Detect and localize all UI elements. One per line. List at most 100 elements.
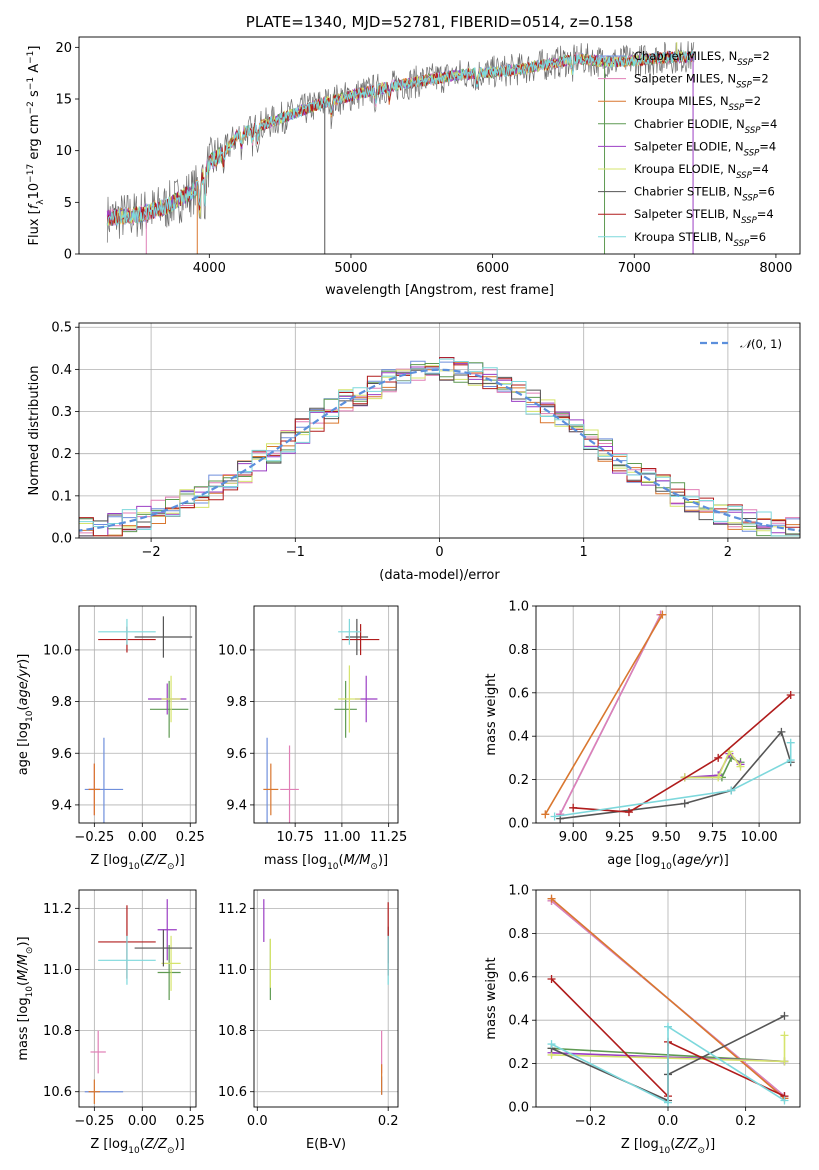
axes-frame: [78, 605, 197, 824]
x-tick-label: 8000: [759, 261, 792, 276]
y-tick-label: 20: [55, 41, 72, 56]
legend-text: Salpeter STELIB, N: [634, 207, 741, 221]
weight-marker-salpeter-stelib: [569, 803, 578, 812]
label-part: Z [log: [621, 1137, 659, 1152]
legend-subscript: SSP: [736, 81, 752, 91]
label-part: erg cm: [27, 114, 42, 163]
legend-label-kroupa-elodie: Kroupa ELODIE, NSSP=4: [634, 162, 769, 181]
y-tick-label: 0.6: [508, 686, 529, 701]
y-tick-label: 9.8: [51, 695, 72, 710]
legend-subscript: SSP: [742, 194, 758, 204]
x-axis-label: wavelength [Angstrom, rest frame]: [325, 283, 554, 298]
y-tick-label: 0.0: [508, 817, 529, 832]
y-tick-label: 1.0: [508, 884, 529, 899]
axes-frame: [253, 889, 399, 1108]
weight-line-kroupa-stelib: [554, 742, 792, 818]
label-part: )]: [16, 654, 31, 664]
label-part: (: [140, 853, 145, 868]
x-tick-label: 4000: [193, 261, 226, 276]
y-tick-label: 0.0: [508, 1101, 529, 1116]
plot-area: [106, 41, 695, 254]
legend-text: Kroupa ELODIE, N: [634, 162, 736, 176]
label-part: 10: [327, 862, 339, 872]
spectrum-line-chabrier-stelib: [106, 41, 695, 243]
label-part: (: [339, 853, 344, 868]
y-tick-label: 10: [55, 144, 72, 159]
legend-text: Kroupa STELIB, N: [634, 230, 734, 244]
weight-marker-kroupa-stelib: [727, 786, 736, 795]
y-tick-label: 0.4: [51, 363, 72, 378]
y-tick-label: 11.2: [43, 902, 72, 917]
x-tick-label: 9.50: [652, 830, 681, 845]
x-tick-label: 6000: [476, 261, 509, 276]
x-tick-label: 0.0: [658, 1114, 679, 1129]
weight-marker-kroupa-elodie: [780, 1057, 789, 1066]
y-tick-label: 0.2: [51, 447, 72, 462]
label-part: age/yr: [677, 853, 720, 868]
y-tick-label: 0: [64, 248, 72, 263]
legend-subscript: SSP: [744, 148, 760, 158]
x-tick-label: 5000: [334, 261, 367, 276]
weight-marker-salpeter-stelib: [786, 690, 795, 699]
label-part: f: [27, 202, 42, 209]
legend-nssp: =6: [758, 185, 775, 199]
label-part: 10: [660, 862, 672, 872]
legend-label-normal: 𝒩(0, 1): [740, 337, 782, 351]
y-tick-label: 0.0: [51, 532, 72, 547]
x-tick-label: 0.00: [128, 1114, 157, 1129]
weight-marker-kroupa-stelib: [786, 738, 795, 747]
legend-label-chabrier-miles: Chabrier MILES, NSSP=2: [634, 49, 770, 68]
y-tick-label: 0.6: [508, 970, 529, 985]
grid: [536, 605, 800, 824]
legend-nssp: =2: [753, 49, 770, 63]
label-part: −17: [26, 164, 36, 183]
axes-weight-age: 9.00 9.25 9.50 9.75 10.00 0.0 0.2 0.4 0.6 0.8 1.0 a…: [484, 600, 801, 872]
y-axis-label: age [log10(age/yr)]: [16, 654, 35, 776]
label-part: 10: [659, 1146, 671, 1156]
y-axis-label: mass weight: [484, 957, 499, 1039]
x-tick-label: 0.0: [247, 1114, 268, 1129]
legend-label-salpeter-elodie: Salpeter ELODIE, NSSP=4: [634, 139, 776, 158]
weight-line-kroupa-stelib: [551, 1025, 785, 1104]
y-tick-label: 15: [55, 93, 72, 108]
x-tick-label: 11.25: [370, 830, 407, 845]
y-tick-label: 10.8: [43, 1024, 72, 1039]
legend-subscript: SSP: [734, 239, 750, 249]
axes-frame: [535, 605, 801, 824]
label-part: ]: [27, 46, 42, 51]
label-part: Z/Z: [144, 1137, 168, 1152]
y-tick-label: 0.8: [508, 643, 529, 658]
label-part: (: [140, 1137, 145, 1152]
label-part: 10: [128, 862, 140, 872]
axes-frame: [78, 36, 801, 255]
label-part: ⊙: [25, 947, 35, 955]
y-tick-label: 9.6: [226, 747, 247, 762]
legend-label-salpeter-miles: Salpeter MILES, NSSP=2: [634, 72, 769, 91]
plot-area: [263, 618, 380, 823]
axes-age-z: −0.25 0.00 0.259.49.69.810.0Z [log10(Z/Z⊙)…: [16, 605, 205, 872]
label-part: )]: [175, 1137, 185, 1152]
axes-age-mass: 10.75 11.00 11.25 9.4 9.6 9.8 10.0 mass [log10(…: [218, 605, 407, 872]
y-tick-label: 9.4: [226, 798, 247, 813]
axes-frame: [253, 605, 399, 824]
label-part: ⊙: [370, 862, 378, 872]
y-tick-label: 11.2: [218, 902, 247, 917]
y-axis-label: Normed distribution: [27, 366, 42, 496]
weight-marker-salpeter-stelib: [624, 808, 633, 817]
x-tick-label: 10.00: [740, 830, 777, 845]
x-tick-label: 10.75: [277, 830, 314, 845]
y-axis-label: mass weight: [484, 673, 499, 755]
y-tick-label: 1.0: [508, 600, 529, 615]
label-part: )]: [719, 853, 729, 868]
label-part: age [log: [607, 853, 660, 868]
weight-marker-kroupa-stelib: [664, 1022, 672, 1031]
legend-nssp: =6: [749, 230, 766, 244]
weight-marker-kroupa-miles: [541, 810, 550, 819]
label-part: mass [log: [16, 997, 31, 1060]
y-tick-label: 0.2: [508, 1057, 529, 1072]
label-part: Z [log: [90, 853, 128, 868]
x-tick-label: −0.25: [74, 830, 114, 845]
axes-residuals: −2 −1 0 1 2 0.0 0.1 0.2 0.3 0.4 0.5 (data-model)/er…: [27, 321, 801, 583]
y-tick-label: 10.6: [43, 1085, 72, 1100]
